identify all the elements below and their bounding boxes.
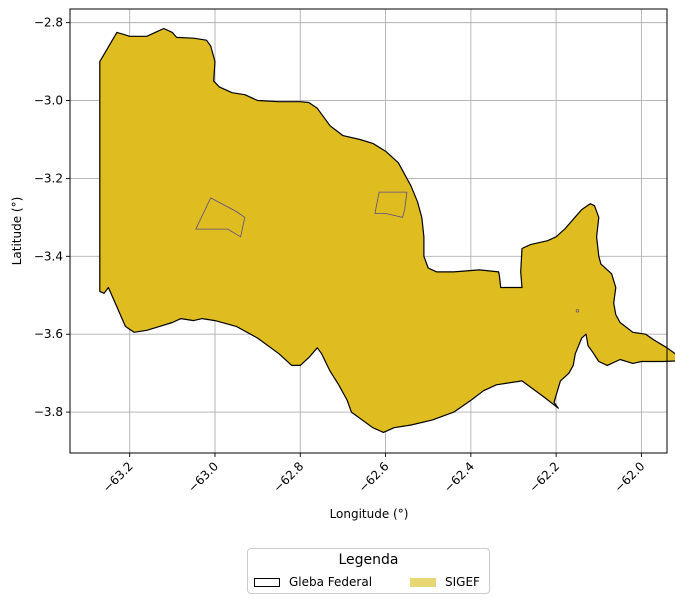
y-axis-label: Latitude (°)	[10, 197, 24, 266]
legend-label-gleba-federal: Gleba Federal	[289, 575, 373, 589]
legend-label-sigef: SIGEF	[445, 575, 480, 589]
gleba-federal-parcel	[374, 191, 408, 218]
map-shapes	[99, 27, 675, 433]
y-tick-label: −3.0	[34, 94, 63, 108]
legend-entry-gleba-federal: Gleba Federal	[254, 574, 372, 590]
axes-frame	[69, 8, 668, 454]
legend: Legenda Gleba Federal SIGEF	[247, 548, 490, 594]
legend-swatch-sigef	[410, 577, 436, 587]
gleba-federal-parcel	[195, 197, 246, 238]
legend-entry-sigef: SIGEF	[410, 574, 480, 590]
y-tick-label: −3.8	[34, 405, 63, 419]
y-tick-label: −2.8	[34, 16, 63, 30]
y-tick-label: −3.4	[34, 249, 63, 263]
legend-title: Legenda	[338, 552, 399, 568]
sigef-polygon	[99, 27, 675, 433]
legend-swatch-gleba-federal	[254, 577, 280, 587]
gleba-federal-point	[575, 309, 580, 313]
x-axis-label: Longitude (°)	[330, 507, 409, 521]
y-tick-label: −3.2	[34, 171, 63, 185]
y-tick-label: −3.6	[34, 327, 63, 341]
